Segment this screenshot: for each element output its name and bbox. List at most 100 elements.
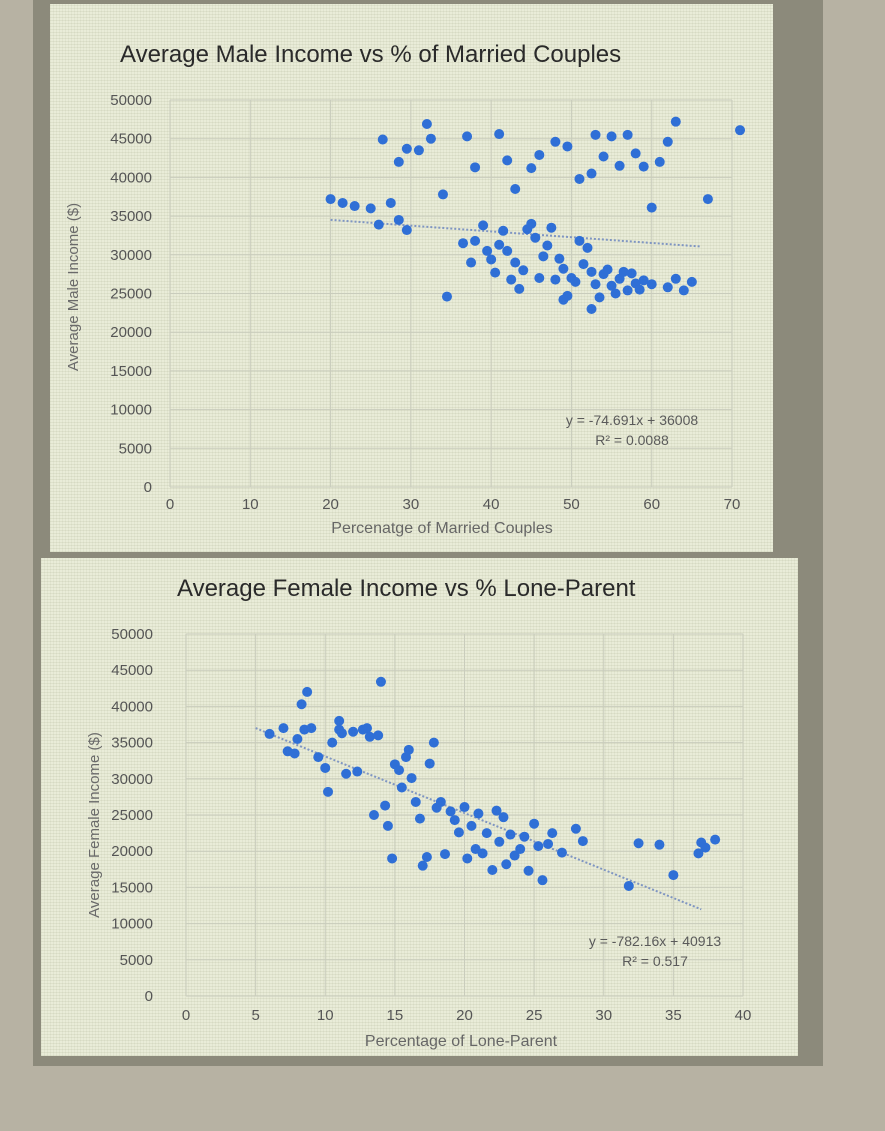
data-point [417, 860, 428, 871]
trendline-group [255, 727, 702, 911]
data-point [710, 834, 721, 845]
data-point [638, 161, 649, 172]
data-point [365, 203, 376, 214]
x-tick-label: 40 [483, 496, 500, 513]
data-point [296, 699, 307, 710]
data-point [453, 827, 464, 838]
x-axis-label: Percenatge of Married Couples [331, 520, 552, 537]
y-tick-label: 10000 [110, 402, 152, 419]
data-point [490, 267, 501, 278]
data-point [264, 728, 275, 739]
x-tick-label: 40 [735, 1007, 752, 1024]
data-point [530, 232, 541, 243]
data-point [702, 194, 713, 205]
data-point [487, 865, 498, 876]
data-point [586, 303, 597, 314]
data-point [534, 273, 545, 284]
y-tick-labels: 5000045000400003500030000250002000015000… [111, 626, 153, 1005]
data-point [686, 276, 697, 287]
data-point [606, 131, 617, 142]
data-point [440, 849, 451, 860]
data-point [610, 288, 621, 299]
data-point [582, 242, 593, 253]
y-tick-label: 35000 [111, 735, 153, 752]
y-axis-label: Average Male Income ($) [65, 203, 82, 371]
trendline-group [330, 218, 700, 248]
data-point [574, 173, 585, 184]
x-tick-label: 50 [563, 496, 580, 513]
data-point [349, 201, 360, 212]
data-point [646, 202, 657, 213]
y-tick-label: 45000 [111, 662, 153, 679]
data-point [515, 844, 526, 855]
data-point [526, 163, 537, 174]
data-point [278, 723, 289, 734]
data-point [638, 275, 649, 286]
data-point [337, 197, 348, 208]
y-tick-label: 20000 [110, 324, 152, 341]
data-point [289, 748, 300, 759]
data-point [470, 162, 481, 173]
data-point [494, 129, 505, 140]
data-point [292, 733, 303, 744]
x-tick-label: 70 [724, 496, 741, 513]
y-tick-label: 5000 [120, 952, 153, 969]
data-point [459, 802, 470, 813]
data-point [401, 143, 412, 154]
data-point [425, 133, 436, 144]
trend-equation: y = -74.691x + 36008 [566, 412, 699, 428]
data-point [578, 259, 589, 270]
data-point [302, 686, 313, 697]
data-point [534, 149, 545, 160]
data-point [590, 129, 601, 140]
y-tick-labels: 5000045000400003500030000250002000015000… [110, 92, 152, 496]
data-point [406, 773, 417, 784]
r-squared: R² = 0.0088 [595, 432, 669, 448]
data-point [533, 841, 544, 852]
x-tick-labels: 0 5 10 15 20 25 30 35 40 [182, 1007, 752, 1024]
data-point [501, 859, 512, 870]
data-point [606, 280, 617, 291]
y-axis-label: Average Female Income ($) [86, 732, 103, 918]
x-tick-label: 20 [322, 496, 339, 513]
x-tick-label: 20 [456, 1007, 473, 1024]
data-point [478, 220, 489, 231]
data-point [396, 782, 407, 793]
data-point [502, 245, 513, 256]
x-tick-label: 15 [387, 1007, 404, 1024]
data-point [341, 768, 352, 779]
data-point [393, 156, 404, 167]
data-point [514, 283, 525, 294]
data-point [558, 263, 569, 274]
x-tick-label: 60 [643, 496, 660, 513]
data-point [368, 810, 379, 820]
data-point [558, 294, 569, 305]
data-point [518, 265, 529, 276]
data-point [562, 141, 573, 152]
data-point [670, 273, 681, 284]
data-point [594, 292, 605, 303]
data-point [401, 225, 412, 236]
data-point [410, 796, 421, 807]
data-point [385, 197, 396, 208]
data-point [654, 839, 665, 850]
data-point [654, 156, 665, 167]
data-point [550, 136, 561, 147]
data-point [670, 116, 681, 127]
data-point [481, 828, 492, 839]
data-point [622, 129, 633, 140]
data-point [466, 257, 477, 268]
data-point [348, 726, 359, 737]
data-point [445, 806, 456, 817]
x-tick-label: 0 [182, 1007, 190, 1024]
data-point [538, 251, 549, 262]
data-point [375, 676, 386, 687]
data-point [510, 184, 521, 195]
data-point [394, 765, 405, 776]
data-point [373, 219, 384, 230]
data-point [586, 168, 597, 179]
data-point [435, 796, 446, 807]
data-point [306, 723, 317, 734]
gridlines [185, 633, 744, 997]
data-point [574, 235, 585, 246]
